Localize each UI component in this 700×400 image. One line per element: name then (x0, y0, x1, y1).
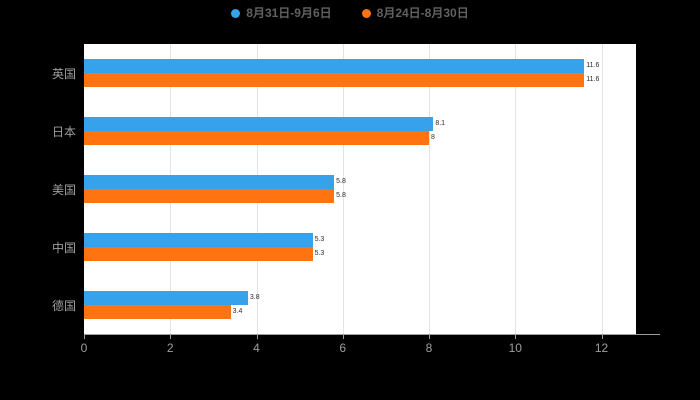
gridline-6 (342, 44, 344, 334)
x-axis-tick-label: 6 (339, 341, 347, 355)
bar-英国-previous[interactable] (84, 73, 585, 87)
legend-item-previous-week[interactable]: 8月24日-8月30日 (361, 6, 469, 20)
legend-label-previous-week: 8月24日-8月30日 (376, 6, 469, 20)
bar-中国-current[interactable] (84, 233, 313, 247)
x-axis-tick (429, 334, 430, 339)
bar-value-label: 11.6 (586, 62, 600, 69)
x-axis-tick (84, 334, 85, 339)
x-axis-tick-label: 10 (508, 341, 522, 355)
y-axis-category-label: 德国 (51, 299, 76, 313)
gridline-10 (515, 44, 517, 334)
bar-英国-current[interactable] (84, 59, 585, 73)
x-axis-tick-label: 0 (80, 341, 88, 355)
bar-日本-current[interactable] (84, 117, 434, 131)
legend-item-current-week[interactable]: 8月31日-9月6日 (231, 6, 332, 20)
bar-日本-previous[interactable] (84, 131, 429, 145)
x-axis-line (84, 334, 660, 335)
x-axis-tick-label: 4 (253, 341, 260, 355)
bar-value-label: 5.3 (314, 236, 325, 243)
bar-美国-previous[interactable] (84, 189, 335, 203)
bar-value-label: 5.8 (336, 178, 346, 185)
gridline-12 (601, 44, 603, 334)
bar-德国-current[interactable] (84, 291, 248, 305)
bar-中国-previous[interactable] (84, 247, 313, 261)
bar-value-label: 8 (431, 134, 435, 141)
y-axis-category-label: 日本 (51, 125, 76, 139)
x-axis-tick (170, 334, 172, 339)
bar-美国-current[interactable] (84, 175, 335, 189)
bar-德国-previous[interactable] (84, 305, 231, 319)
x-axis-tick (601, 334, 603, 339)
x-axis-tick-label: 8 (425, 341, 433, 355)
y-axis-category-label: 美国 (51, 183, 76, 197)
y-axis-category-label: 中国 (51, 241, 76, 255)
plot-area: 11.6 11.6 8.1 8 5.8 5.8 5.3 5.3 3.8 3.4 (84, 44, 636, 334)
y-axis-category-label: 英国 (51, 67, 76, 81)
x-axis-tick (256, 334, 258, 339)
x-axis-tick-label: 12 (594, 341, 609, 355)
bar-value-label: 8.1 (435, 120, 446, 127)
bar-value-label: 3.8 (249, 294, 260, 301)
legend-dot-blue-icon (231, 8, 241, 18)
bar-value-label: 5.3 (314, 250, 325, 257)
legend-label-current-week: 8月31日-9月6日 (246, 6, 332, 20)
bar-value-label: 5.8 (336, 192, 346, 199)
x-axis-tick (342, 334, 344, 339)
x-axis-tick-label: 2 (166, 341, 174, 355)
bar-value-label: 3.4 (232, 308, 243, 315)
legend-dot-orange-icon (361, 8, 371, 18)
chart-legend: 8月31日-9月6日 8月24日-8月30日 (0, 7, 700, 19)
x-axis-tick (515, 334, 517, 339)
bar-value-label: 11.6 (586, 76, 600, 83)
gridline-8 (429, 44, 430, 334)
